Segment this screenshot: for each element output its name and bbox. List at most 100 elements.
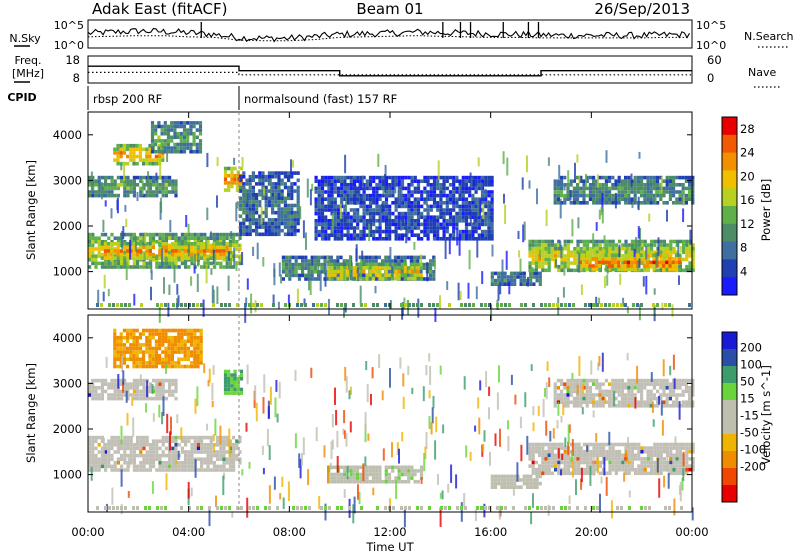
velocity-cell: [238, 450, 242, 454]
power-speck: [689, 229, 692, 245]
power-cell: [637, 246, 641, 251]
power-speck: [136, 191, 139, 202]
power-speck: [102, 291, 105, 302]
power-cell: [426, 211, 430, 216]
velocity-cell: [164, 332, 168, 336]
power-cell: [375, 204, 379, 209]
power-cell: [171, 179, 175, 183]
power-cell: [384, 211, 389, 216]
power-cell: [160, 124, 164, 129]
power-cell: [123, 193, 127, 198]
power-cell: [652, 197, 656, 201]
power-cell: [199, 242, 203, 246]
power-cell: [573, 246, 577, 251]
velocity-cell: [164, 468, 168, 472]
power-cell: [150, 146, 155, 150]
power-speck: [328, 298, 330, 315]
power-cell: [200, 236, 204, 240]
power-cell: [388, 222, 392, 227]
power-cell: [359, 201, 363, 205]
power-cell: [327, 183, 331, 187]
power-cell: [235, 254, 239, 258]
velocity-cell: [158, 396, 162, 401]
power-cell: [582, 186, 586, 191]
power-cell: [365, 183, 369, 187]
power-cell: [155, 179, 159, 183]
power-cell: [238, 258, 242, 262]
velocity-cell: [203, 461, 207, 465]
power-cell: [158, 247, 162, 251]
velocity-cell: [126, 468, 130, 472]
velocity-cell: [531, 464, 535, 468]
velocity-cell: [161, 453, 165, 458]
power-speck: [653, 305, 656, 318]
power-cell: [242, 192, 246, 197]
power-speck: [457, 282, 460, 301]
power-ground-cell: [556, 303, 559, 307]
velocity-cell: [541, 457, 545, 461]
velocity-cell: [136, 393, 140, 397]
power-cell: [639, 260, 643, 265]
velocity-cell: [391, 465, 395, 470]
velocity-cell: [608, 449, 612, 454]
power-cell: [233, 166, 237, 171]
velocity-cell: [168, 464, 172, 469]
power-speck: [677, 240, 680, 257]
velocity-cell: [107, 457, 111, 461]
power-cell: [142, 232, 146, 237]
velocity-cell: [183, 346, 187, 351]
power-cell: [154, 139, 158, 143]
power-cell: [685, 239, 689, 244]
velocity-cell: [216, 450, 220, 454]
power-cell: [410, 175, 414, 180]
power-cell: [161, 193, 165, 198]
power-cell: [288, 266, 292, 270]
power-cell: [320, 197, 325, 201]
power-cell: [107, 265, 111, 269]
power-cell: [668, 186, 672, 191]
power-cell: [251, 189, 255, 193]
power-cell: [630, 243, 634, 247]
power-cell: [161, 186, 165, 191]
power-cell: [563, 257, 567, 262]
power-speck: [577, 217, 580, 229]
power-cell: [413, 175, 417, 180]
power-cell: [669, 243, 673, 247]
velocity-cell: [136, 389, 140, 394]
power-cell: [642, 257, 646, 261]
power-cell: [532, 275, 536, 279]
power-cell: [544, 257, 548, 262]
power-cell: [228, 254, 232, 258]
power-ground-cell: [108, 303, 111, 307]
power-cell: [126, 190, 130, 194]
velocity-cell: [503, 481, 507, 486]
velocity-cell: [110, 443, 114, 447]
power-cell: [416, 211, 421, 216]
power-cell: [610, 264, 614, 268]
velocity-cell: [378, 479, 382, 484]
power-cell: [665, 260, 669, 265]
power-ground-cell: [612, 303, 615, 307]
power-colorbar-tick: 12: [740, 217, 755, 231]
velocity-cell: [531, 449, 535, 454]
velocity-cell: [381, 479, 385, 484]
power-cell: [333, 175, 337, 180]
power-cell: [152, 258, 156, 262]
power-cell: [397, 262, 401, 267]
power-cell: [484, 219, 488, 223]
power-speck: [571, 219, 574, 237]
velocity-cell: [174, 468, 178, 472]
velocity-cell: [595, 446, 599, 450]
velocity-cell: [161, 335, 165, 340]
velocity-cell: [541, 446, 545, 450]
power-cell: [487, 179, 491, 183]
power-cell: [604, 186, 608, 191]
power-cell: [287, 178, 291, 183]
power-speck: [420, 254, 423, 267]
power-speck: [576, 154, 579, 163]
power-cell: [662, 250, 666, 255]
power-cell: [416, 276, 420, 281]
power-cell: [264, 174, 268, 179]
power-cell: [682, 250, 686, 255]
power-cell: [617, 175, 621, 180]
